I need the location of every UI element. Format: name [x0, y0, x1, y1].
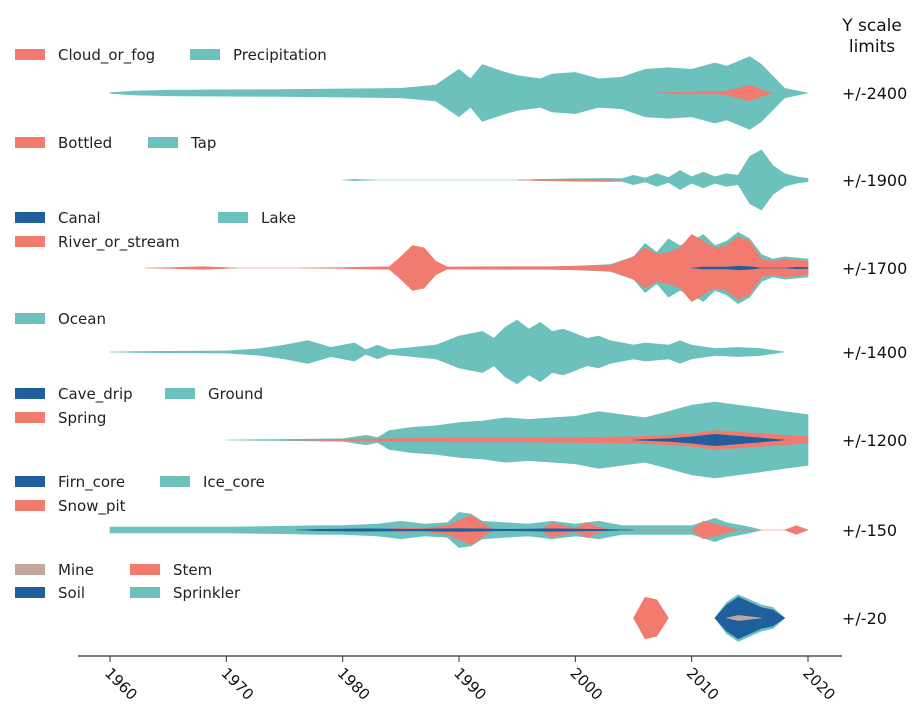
legend-swatch	[15, 212, 45, 223]
legend-swatch	[15, 500, 45, 511]
x-tick-label: 2000	[567, 664, 607, 704]
legend-item-canal: Canal	[15, 209, 101, 227]
legend-swatch	[190, 49, 220, 60]
legend-item-sprinkler: Sprinkler	[130, 584, 241, 602]
x-tick-label: 2020	[799, 664, 839, 704]
legend-item-stem: Stem	[130, 561, 212, 579]
legend-swatch	[15, 236, 45, 247]
legend-item-cloud-or-fog: Cloud_or_fog	[15, 46, 155, 65]
scale-limit-label: +/-150	[842, 521, 897, 540]
legend-label: Ground	[208, 385, 263, 403]
legend-label: Cave_drip	[58, 385, 133, 404]
legend-item-ground: Ground	[165, 385, 263, 403]
legend-label: Canal	[58, 209, 101, 227]
legend-label: Snow_pit	[58, 497, 126, 516]
x-tick-label: 1990	[450, 664, 490, 704]
legend-label: Lake	[261, 209, 296, 227]
legend-label: Stem	[173, 561, 212, 579]
scale-limit-labels: +/-2400 +/-1900 +/-1700 +/-1400 +/-1200 +/-15…	[842, 84, 907, 628]
legend-label: Precipitation	[233, 46, 327, 64]
legend-swatch	[15, 412, 45, 423]
stream-firn-core	[295, 528, 634, 532]
legend-item-ice-core: Ice_core	[160, 473, 265, 492]
scale-limit-label: +/-2400	[842, 84, 907, 103]
scale-header-line2: limits	[849, 37, 895, 57]
scale-limit-label: +/-1900	[842, 171, 907, 190]
scale-limit-label: +/-1700	[842, 259, 907, 278]
legend-label: Cloud_or_fog	[58, 46, 155, 65]
legend-label: Sprinkler	[173, 584, 241, 602]
legend-swatch	[15, 137, 45, 148]
legend-label: Bottled	[58, 134, 112, 152]
legend-swatch	[15, 313, 45, 324]
legend-label: Ocean	[58, 310, 106, 328]
scale-limit-label: +/-20	[842, 609, 887, 628]
legend-item-bottled: Bottled	[15, 134, 112, 152]
x-axis-ticks: 1960 1970 1980 1990 2000 2010 2020	[101, 656, 839, 704]
legend-item-mine: Mine	[15, 561, 94, 579]
stream-spring	[284, 430, 809, 450]
legend-swatch	[15, 49, 45, 60]
legend-item-snow-pit: Snow_pit	[15, 497, 126, 516]
stream-canal	[691, 265, 809, 271]
scale-header-line1: Y scale	[841, 16, 902, 36]
stream-mine	[726, 615, 762, 621]
legend-swatch	[15, 587, 45, 598]
stream-ocean	[109, 319, 785, 385]
legend-label: Ice_core	[203, 473, 265, 492]
x-tick-label: 1970	[218, 664, 258, 704]
legend-swatch	[15, 388, 45, 399]
legend-label: River_or_stream	[58, 233, 180, 252]
legend-label: Firn_core	[58, 473, 125, 492]
legend-item-soil: Soil	[15, 584, 85, 602]
stream-bottled	[516, 179, 623, 181]
stream-cloud-or-fog	[656, 84, 774, 102]
legend-swatch	[130, 564, 160, 575]
legend-item-lake: Lake	[218, 209, 296, 227]
x-tick-label: 1960	[101, 664, 141, 704]
legend-item-cave-drip: Cave_drip	[15, 385, 133, 404]
legend-item-tap: Tap	[148, 134, 216, 152]
legend-swatch	[15, 476, 45, 487]
x-tick-label: 2010	[683, 664, 723, 704]
legend-group: Cloud_or_fog Precipitation Bottled Tap Canal…	[15, 46, 327, 602]
legend-label: Spring	[58, 409, 106, 427]
scale-limit-label: +/-1200	[842, 431, 907, 450]
legend-swatch	[130, 587, 160, 598]
legend-swatch	[160, 476, 190, 487]
legend-swatch	[165, 388, 195, 399]
legend-label: Soil	[58, 584, 85, 602]
legend-swatch	[218, 212, 248, 223]
legend-label: Mine	[58, 561, 94, 579]
scale-limit-label: +/-1400	[842, 343, 907, 362]
x-tick-label: 1980	[334, 664, 374, 704]
stream-precipitation	[109, 56, 809, 130]
stream-cave-drip	[633, 434, 785, 446]
legend-swatch	[148, 137, 178, 148]
legend-swatch	[15, 564, 45, 575]
legend-item-firn-core: Firn_core	[15, 473, 125, 492]
stream-stem	[633, 596, 669, 640]
legend-item-river-or-stream: River_or_stream	[15, 233, 180, 252]
legend-item-ocean: Ocean	[15, 310, 106, 328]
legend-label: Tap	[190, 134, 216, 152]
legend-item-precipitation: Precipitation	[190, 46, 327, 64]
stream-layers	[109, 56, 809, 642]
legend-item-spring: Spring	[15, 409, 106, 427]
